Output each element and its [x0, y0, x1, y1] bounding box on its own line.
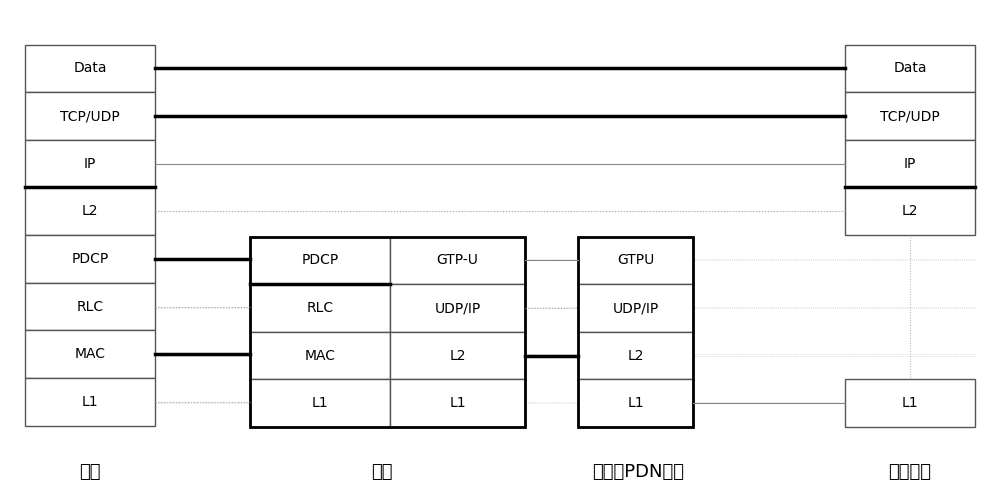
Bar	[250, 284, 390, 332]
Text: Data: Data	[73, 62, 107, 75]
Bar	[578, 237, 693, 427]
Bar	[578, 237, 693, 284]
Text: L2: L2	[449, 349, 466, 363]
Bar	[578, 379, 693, 427]
Bar	[845, 45, 975, 92]
Bar	[250, 237, 390, 284]
Bar	[25, 283, 155, 330]
Text: 终端: 终端	[79, 463, 101, 481]
Text: MAC: MAC	[304, 349, 336, 363]
Text: TCP/UDP: TCP/UDP	[60, 109, 120, 123]
Bar	[578, 332, 693, 379]
Text: IP: IP	[84, 157, 96, 171]
Text: 业务网络: 业务网络	[889, 463, 932, 481]
Text: 核心网PDN网关: 核心网PDN网关	[592, 463, 684, 481]
Bar	[390, 237, 525, 284]
Text: UDP/IP: UDP/IP	[612, 301, 659, 315]
Text: GTP-U: GTP-U	[437, 253, 478, 267]
Text: L1: L1	[902, 396, 918, 410]
Bar	[25, 187, 155, 235]
Bar	[845, 140, 975, 187]
Bar	[250, 332, 390, 379]
Text: L1: L1	[449, 396, 466, 410]
Bar	[845, 379, 975, 427]
Text: IP: IP	[904, 157, 916, 171]
Text: UDP/IP: UDP/IP	[434, 301, 481, 315]
Text: Data: Data	[893, 62, 927, 75]
Bar	[25, 45, 155, 92]
Bar	[845, 92, 975, 140]
Text: L2: L2	[627, 349, 644, 363]
Text: RLC: RLC	[306, 301, 334, 315]
Text: PDCP: PDCP	[301, 253, 339, 267]
Text: TCP/UDP: TCP/UDP	[880, 109, 940, 123]
Bar	[25, 378, 155, 426]
Text: PDCP: PDCP	[71, 252, 109, 266]
Bar	[25, 235, 155, 283]
Text: RLC: RLC	[76, 300, 104, 313]
Text: L1: L1	[82, 395, 98, 409]
Text: GTPU: GTPU	[617, 253, 654, 267]
Bar	[25, 330, 155, 378]
Bar	[250, 379, 390, 427]
Text: 基站: 基站	[371, 463, 393, 481]
Bar	[845, 187, 975, 235]
Bar	[390, 332, 525, 379]
Bar	[578, 284, 693, 332]
Text: L2: L2	[902, 204, 918, 218]
Text: L1: L1	[627, 396, 644, 410]
Text: L1: L1	[312, 396, 328, 410]
Bar	[390, 379, 525, 427]
Text: MAC: MAC	[74, 347, 106, 361]
Bar	[390, 284, 525, 332]
Bar	[25, 92, 155, 140]
Text: L2: L2	[82, 204, 98, 218]
Bar	[25, 140, 155, 187]
Bar	[250, 237, 525, 427]
